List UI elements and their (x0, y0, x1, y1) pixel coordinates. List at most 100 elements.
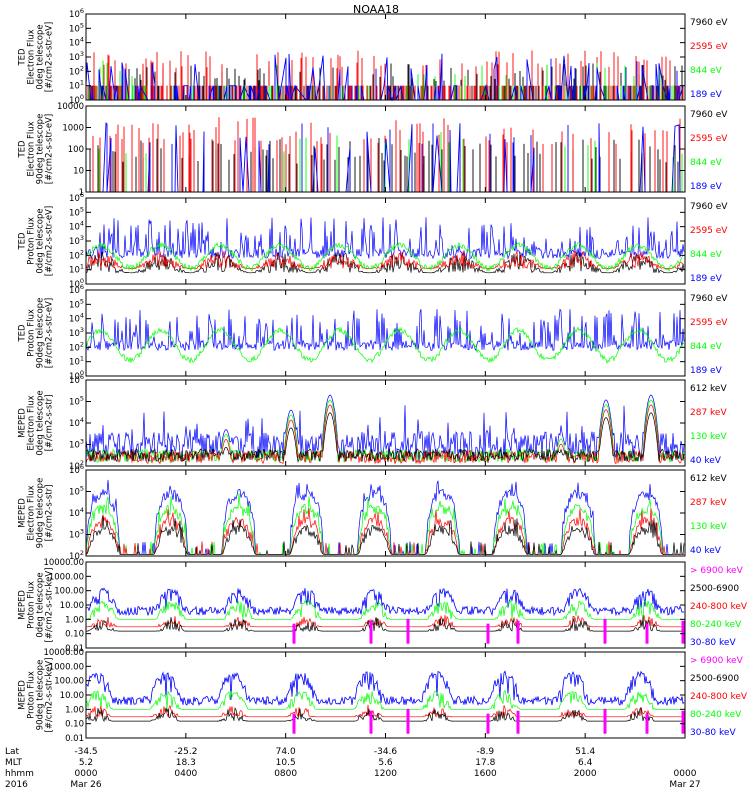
legend-entry: 189 eV (690, 274, 723, 284)
ylabel-line: Proton Flux (27, 671, 37, 719)
y-tick-label: 10000.00 (43, 648, 84, 658)
ylabel-line: TED (18, 324, 28, 343)
y-tick-label: 10000.00 (43, 558, 84, 568)
panel-7: 0.010.101.0010.00100.001000.0010000.00ME… (18, 558, 748, 654)
legend-entry: 130 keV (690, 432, 727, 442)
axis-value: -34.6 (374, 747, 398, 757)
y-tick-label: 1000.00 (49, 572, 84, 582)
panel-1-traces (85, 50, 684, 102)
y-tick-label: 104 (69, 220, 84, 233)
ylabel-line: 90deg telescope (36, 114, 46, 185)
series-green (85, 689, 684, 711)
series-blue (85, 587, 685, 617)
ylabel-line: [#/cm2-s-str-eV] (45, 206, 55, 276)
panel-8-traces (85, 670, 685, 734)
legend-entry: 40 keV (690, 456, 722, 466)
series-magenta (292, 708, 685, 734)
ylabel-line: [#/cm2-s-str-eV] (45, 114, 55, 184)
ylabel-line: TED (18, 48, 28, 67)
panel-1-ylabel: TEDElectron Flux0deg telescope[#/cm2-s-s… (18, 22, 55, 92)
axis-value: 2000 (574, 769, 597, 779)
y-tick-label: 104 (69, 416, 84, 429)
legend-entry: 2595 eV (690, 318, 728, 328)
ylabel-line: Electron Flux (27, 485, 37, 540)
axis-value: 1600 (474, 769, 497, 779)
panel-6-ylabel: MEPEDElectron Flux90deg telescope[#/cm2-… (18, 478, 55, 549)
ylabel-line: [#/cm2-s-str] (45, 395, 55, 452)
axis-value: 74.0 (276, 747, 296, 757)
series-blue (85, 394, 685, 460)
legend-entry: 844 eV (690, 342, 723, 352)
panel-4-traces (85, 308, 685, 364)
axis-value: 6.4 (578, 758, 593, 768)
series-black (85, 707, 684, 723)
y-tick-label: 101 (69, 79, 84, 92)
ylabel-line: [#/cm2-s-str-keV] (45, 568, 55, 643)
axis-value: -8.9 (477, 747, 495, 757)
axis-value: 10.5 (276, 758, 296, 768)
legend-entry: 240-800 keV (690, 692, 748, 702)
axis-row-label: Lat (5, 747, 20, 757)
y-tick-label: 100.00 (54, 677, 84, 687)
legend-entry: 80-240 keV (690, 620, 742, 630)
y-tick-label: 105 (69, 297, 84, 310)
ylabel-line: Electron Flux (27, 29, 37, 84)
axis-value: 0400 (174, 769, 197, 779)
y-tick-label: 0.10 (65, 630, 84, 640)
series-magenta (292, 618, 685, 644)
legend-entry: 612 keV (690, 474, 727, 484)
series-black (86, 616, 684, 633)
y-tick-label: 103 (69, 234, 84, 247)
axis-value: -34.5 (74, 747, 97, 757)
legend-entry: 189 eV (690, 90, 723, 100)
y-tick-label: 1000.00 (49, 662, 84, 672)
panel-8-ylabel: MEPEDProton Flux90deg telescope[#/cm2-s-… (18, 658, 55, 733)
ylabel-line: Proton Flux (27, 217, 37, 265)
legend-entry: 612 keV (690, 384, 727, 394)
legend-entry: 130 keV (690, 522, 727, 532)
y-tick-label: 103 (69, 528, 84, 541)
y-tick-label: 104 (69, 36, 84, 49)
y-tick-label: 106 (69, 7, 84, 20)
y-tick-label: 103 (69, 326, 84, 339)
axis-value: 51.4 (575, 747, 595, 757)
y-tick-label: 10 (73, 167, 84, 177)
panel-4-frame (85, 289, 686, 377)
chart-title: NOAA18 (353, 3, 399, 16)
y-tick-label: 102 (69, 248, 84, 261)
y-tick-label: 105 (69, 205, 84, 218)
panel-2-traces (86, 117, 684, 193)
axis-value: 0800 (274, 769, 297, 779)
axis-value: Mar 26 (70, 780, 102, 790)
ylabel-line: 0deg telescope (36, 390, 46, 455)
axis-value: 0000 (75, 769, 98, 779)
y-tick-label: 103 (69, 50, 84, 63)
ylabel-line: 90deg telescope (36, 478, 46, 549)
ylabel-line: 0deg telescope (36, 572, 46, 637)
y-tick-label: 104 (69, 312, 84, 325)
panel-8-frame (85, 651, 686, 739)
y-tick-label: 1000 (62, 124, 84, 134)
axis-row-label: 2016 (5, 780, 28, 790)
legend-entry: 30-80 keV (690, 638, 736, 648)
ylabel-line: 90deg telescope (36, 660, 46, 731)
ylabel-line: Electron Flux (27, 395, 37, 450)
ylabel-line: [#/cm2-s-str-keV] (45, 658, 55, 733)
y-tick-label: 100 (68, 145, 84, 155)
legend-entry: 7960 eV (690, 202, 728, 212)
y-tick-label: 102 (69, 340, 84, 353)
ylabel-line: TED (18, 232, 28, 251)
y-tick-label: 101 (69, 355, 84, 368)
ylabel-line: MEPED (18, 408, 28, 438)
legend-entry: 7960 eV (690, 294, 728, 304)
axis-row-label: hhmm (5, 769, 34, 779)
y-tick-label: 10000 (57, 102, 84, 112)
series-blue (85, 670, 685, 707)
y-tick-label: 1 (79, 188, 84, 198)
y-tick-label: 105 (69, 485, 84, 498)
y-tick-label: 104 (69, 506, 84, 519)
